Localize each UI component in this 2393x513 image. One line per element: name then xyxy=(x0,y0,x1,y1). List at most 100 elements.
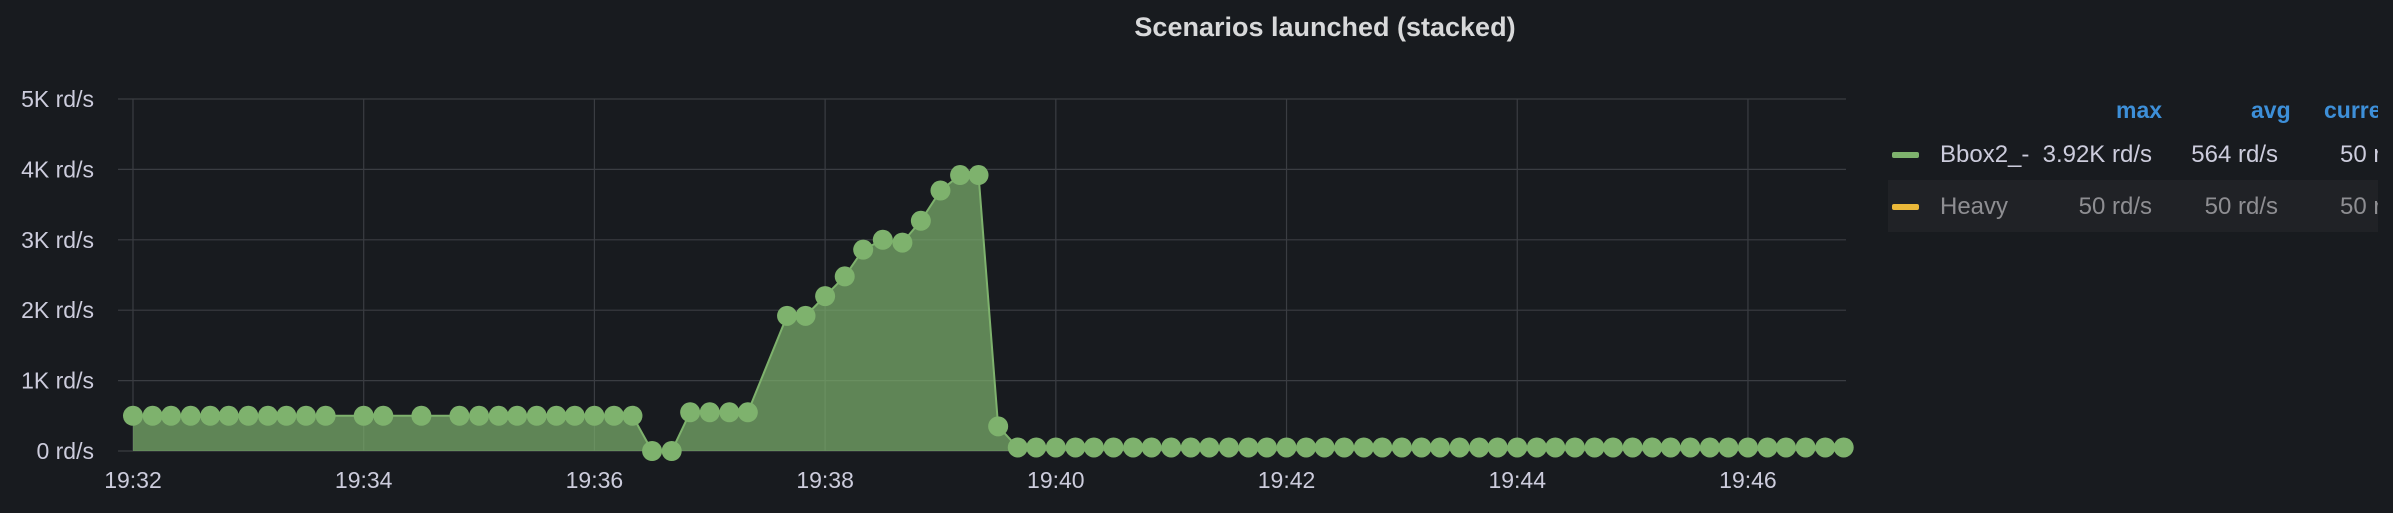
data-point[interactable] xyxy=(1123,437,1144,458)
data-point[interactable] xyxy=(1699,437,1720,458)
data-point[interactable] xyxy=(449,405,470,426)
data-point[interactable] xyxy=(1007,437,1028,458)
data-point[interactable] xyxy=(1602,437,1623,458)
y-tick-label: 4K rd/s xyxy=(21,156,94,182)
data-point[interactable] xyxy=(238,405,259,426)
data-point[interactable] xyxy=(315,405,336,426)
data-point[interactable] xyxy=(1642,437,1663,458)
data-point[interactable] xyxy=(507,405,528,426)
data-point[interactable] xyxy=(1218,437,1239,458)
data-point[interactable] xyxy=(1660,437,1681,458)
data-point[interactable] xyxy=(1737,437,1758,458)
data-point[interactable] xyxy=(968,165,989,186)
data-point[interactable] xyxy=(872,229,893,250)
data-point[interactable] xyxy=(488,405,509,426)
data-point[interactable] xyxy=(1314,437,1335,458)
data-point[interactable] xyxy=(584,405,605,426)
x-tick-label: 19:40 xyxy=(1027,467,1085,493)
data-point[interactable] xyxy=(1141,437,1162,458)
data-point[interactable] xyxy=(1815,437,1836,458)
data-point[interactable] xyxy=(469,405,490,426)
data-point[interactable] xyxy=(1449,437,1470,458)
data-point[interactable] xyxy=(988,416,1009,437)
data-point[interactable] xyxy=(1391,437,1412,458)
data-point[interactable] xyxy=(834,266,855,287)
data-point[interactable] xyxy=(604,405,625,426)
data-point[interactable] xyxy=(1353,437,1374,458)
data-point[interactable] xyxy=(950,165,971,186)
data-point[interactable] xyxy=(161,405,182,426)
data-point[interactable] xyxy=(1680,437,1701,458)
data-point[interactable] xyxy=(1372,437,1393,458)
data-point[interactable] xyxy=(1103,437,1124,458)
data-point[interactable] xyxy=(1199,437,1220,458)
data-point[interactable] xyxy=(122,405,143,426)
y-tick-label: 3K rd/s xyxy=(21,227,94,253)
data-point[interactable] xyxy=(680,402,701,423)
data-point[interactable] xyxy=(892,232,913,253)
data-point[interactable] xyxy=(1083,437,1104,458)
data-point[interactable] xyxy=(1469,437,1490,458)
data-point[interactable] xyxy=(526,405,547,426)
data-point[interactable] xyxy=(1564,437,1585,458)
data-point[interactable] xyxy=(1776,437,1797,458)
data-point[interactable] xyxy=(642,441,663,461)
data-point[interactable] xyxy=(353,405,374,426)
legend-header-max[interactable]: max xyxy=(2116,97,2163,123)
data-point[interactable] xyxy=(930,180,951,201)
data-point[interactable] xyxy=(1026,437,1047,458)
data-point[interactable] xyxy=(1429,437,1450,458)
data-point[interactable] xyxy=(1833,437,1854,458)
data-point[interactable] xyxy=(218,405,239,426)
data-point[interactable] xyxy=(1545,437,1566,458)
data-point[interactable] xyxy=(1334,437,1355,458)
data-point[interactable] xyxy=(1256,437,1277,458)
data-point[interactable] xyxy=(1795,437,1816,458)
data-point[interactable] xyxy=(180,405,201,426)
data-point[interactable] xyxy=(373,405,394,426)
data-point[interactable] xyxy=(1180,437,1201,458)
data-point[interactable] xyxy=(719,402,740,423)
data-point[interactable] xyxy=(661,441,682,461)
data-point[interactable] xyxy=(1718,437,1739,458)
data-point[interactable] xyxy=(1507,437,1528,458)
legend: max avg curre Bbox2_- 3.92K rd/s 564 rd/… xyxy=(1888,92,2378,232)
chart-area[interactable]: 0 rd/s 1K rd/s 2K rd/s 3K rd/s 4K rd/s 5K rd/… xyxy=(0,0,1860,513)
legend-header-current[interactable]: curre xyxy=(2324,97,2378,123)
data-point[interactable] xyxy=(1622,437,1643,458)
data-point[interactable] xyxy=(411,405,432,426)
data-point[interactable] xyxy=(200,405,221,426)
data-point[interactable] xyxy=(815,286,836,307)
data-point[interactable] xyxy=(276,405,297,426)
data-point[interactable] xyxy=(910,210,931,231)
legend-row-heavy[interactable]: Heavy 50 rd/s 50 rd/s 50 r xyxy=(1888,180,2378,232)
legend-avg-value: 564 rd/s xyxy=(2191,141,2278,168)
data-point[interactable] xyxy=(142,405,163,426)
data-point[interactable] xyxy=(296,405,317,426)
legend-row-bbox2[interactable]: Bbox2_- 3.92K rd/s 564 rd/s 50 r xyxy=(1888,128,2378,180)
data-point[interactable] xyxy=(1045,437,1066,458)
data-point[interactable] xyxy=(546,405,567,426)
data-point[interactable] xyxy=(853,239,874,260)
data-point[interactable] xyxy=(699,402,720,423)
data-point[interactable] xyxy=(257,405,278,426)
data-point[interactable] xyxy=(1526,437,1547,458)
data-point[interactable] xyxy=(1296,437,1317,458)
data-point[interactable] xyxy=(777,305,798,326)
data-point[interactable] xyxy=(1487,437,1508,458)
data-point[interactable] xyxy=(1584,437,1605,458)
y-axis-ticks: 0 rd/s 1K rd/s 2K rd/s 3K rd/s 4K rd/s 5K rd/… xyxy=(21,86,94,464)
data-point[interactable] xyxy=(1161,437,1182,458)
data-point[interactable] xyxy=(1238,437,1259,458)
data-point[interactable] xyxy=(1276,437,1297,458)
data-point[interactable] xyxy=(1757,437,1778,458)
data-point[interactable] xyxy=(737,402,758,423)
data-point[interactable] xyxy=(795,305,816,326)
series-layer xyxy=(122,165,1854,461)
legend-header-avg[interactable]: avg xyxy=(2251,97,2291,123)
y-tick-label: 5K rd/s xyxy=(21,86,94,112)
data-point[interactable] xyxy=(1411,437,1432,458)
data-point[interactable] xyxy=(1065,437,1086,458)
data-point[interactable] xyxy=(622,405,643,426)
data-point[interactable] xyxy=(564,405,585,426)
